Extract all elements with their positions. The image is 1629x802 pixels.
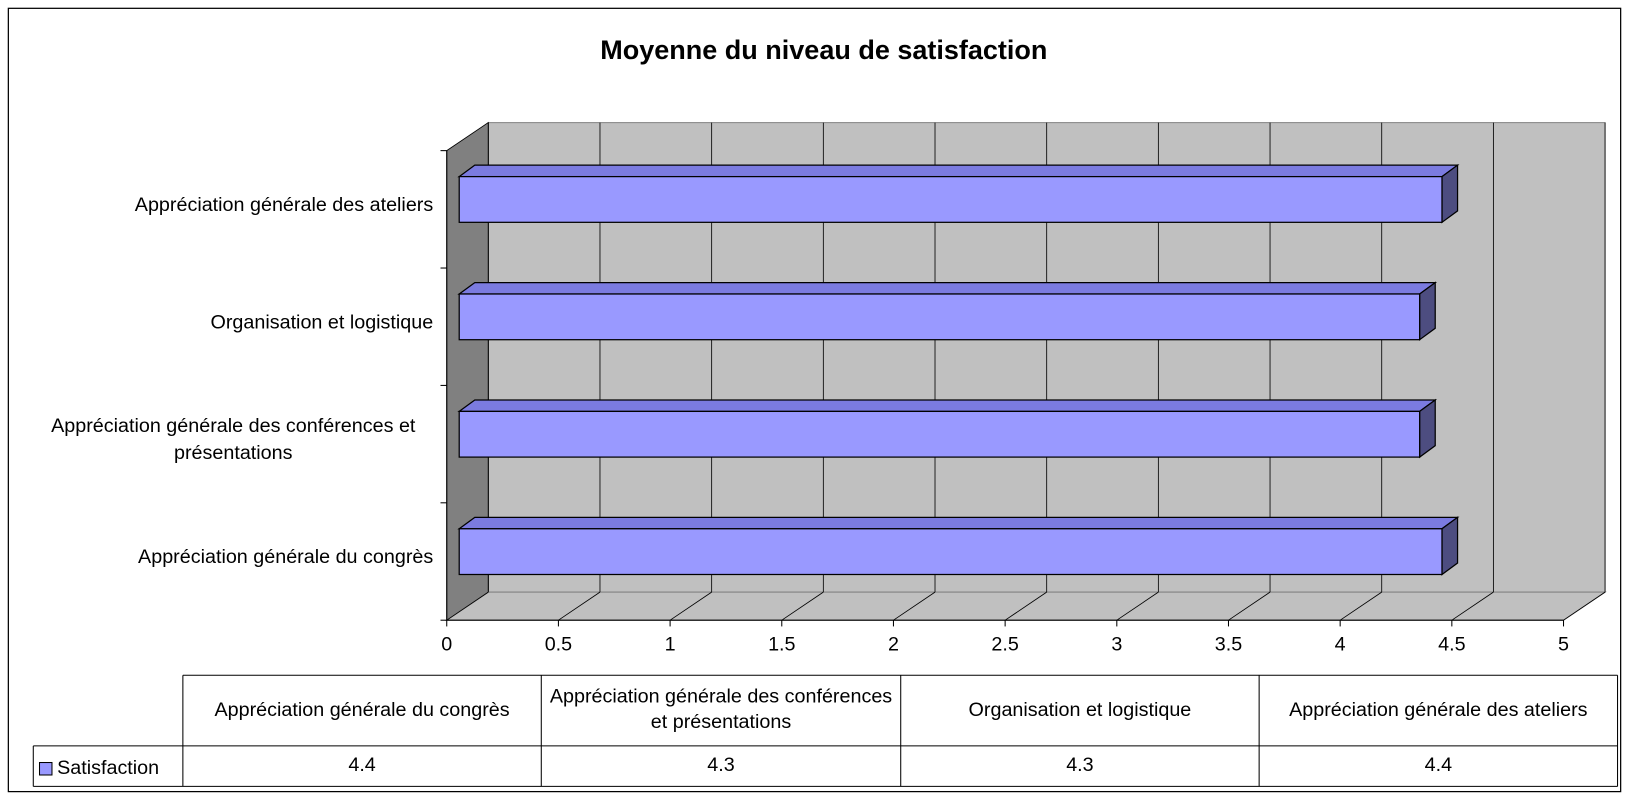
- y-tick-label-box: Appréciation générale des conférences et…: [21, 394, 433, 487]
- bar: [457, 281, 1438, 341]
- table-header: Organisation et logistique: [968, 698, 1192, 721]
- x-tick-label: 2.5: [991, 633, 1018, 655]
- x-tick-label: 2: [888, 633, 899, 655]
- bar-front: [458, 528, 1443, 576]
- floor-grid-line: [1004, 591, 1047, 621]
- x-tick-label: 4.5: [1438, 633, 1465, 655]
- y-tick-label-box: Organisation et logistique: [21, 276, 433, 369]
- floor-grid-line: [1228, 591, 1271, 621]
- y-tick-label-box: Appréciation générale des ateliers: [21, 159, 433, 252]
- y-tick-label-text: Appréciation générale des ateliers: [134, 194, 434, 217]
- y-tick-label-text: Organisation et logistique: [210, 311, 434, 334]
- floor-grid-line: [1563, 591, 1606, 621]
- x-tick-label: 3.5: [1215, 633, 1242, 655]
- x-tick-label: 5: [1558, 633, 1569, 655]
- legend-key: [38, 762, 53, 776]
- y-tick-label-text: Appréciation générale du congrès: [138, 546, 434, 569]
- bar-front: [458, 410, 1421, 458]
- floor-grid-line: [1451, 591, 1494, 621]
- table-header-box: Organisation et logistique: [968, 698, 1192, 721]
- y-tick-label: Appréciation générale des conférences et…: [21, 394, 433, 487]
- bar-front: [458, 293, 1421, 341]
- table-header-box: Appréciation générale du congrès: [214, 698, 510, 721]
- table-value: 4.3: [707, 754, 735, 777]
- table-header: Appréciation générale des conférences et…: [549, 685, 893, 734]
- x-tick-label: 1.5: [768, 633, 795, 655]
- legend-label: Satisfaction: [57, 757, 159, 779]
- bar: [457, 163, 1460, 224]
- bar-top: [457, 399, 1438, 413]
- y-tick-label-box: Appréciation générale du congrès: [21, 511, 433, 604]
- floor-grid-line: [893, 591, 936, 621]
- table-header-box: Appréciation générale des conférences et…: [549, 685, 893, 734]
- floor-grid-line: [558, 591, 601, 621]
- table-value-box: 4.3: [707, 754, 735, 777]
- table-header: Appréciation générale du congrès: [214, 698, 510, 721]
- table-value: 4.4: [1424, 754, 1453, 777]
- floor-grid-line: [1116, 591, 1159, 621]
- floor-grid-line: [669, 591, 712, 621]
- floor-grid-line: [781, 591, 824, 621]
- table-value-box: 4.3: [1066, 754, 1094, 777]
- y-tick-label-text: Appréciation générale des conférences et…: [51, 415, 416, 465]
- y-tick-label: Appréciation générale du congrès: [21, 511, 433, 604]
- table-value-box: 4.4: [1424, 754, 1453, 777]
- table-value: 4.4: [348, 754, 376, 777]
- bar-front: [458, 175, 1443, 223]
- floor-grid-line: [1339, 591, 1382, 621]
- x-tick-label: 0: [441, 633, 452, 655]
- table-value: 4.3: [1066, 754, 1094, 777]
- bar: [457, 398, 1438, 459]
- x-tick-label: 3: [1111, 633, 1122, 655]
- bar-top: [457, 164, 1460, 178]
- x-tick-label: 0.5: [545, 633, 572, 655]
- bar-top: [457, 281, 1438, 295]
- y-tick-label: Appréciation générale des ateliers: [21, 159, 433, 252]
- y-tick-label: Organisation et logistique: [21, 276, 433, 369]
- table-header-box: Appréciation générale des ateliers: [1289, 698, 1588, 721]
- table-value-box: 4.4: [348, 754, 376, 777]
- bar: [457, 516, 1460, 576]
- chart-title: Moyenne du niveau de satisfaction: [600, 35, 1047, 65]
- table-header: Appréciation générale des ateliers: [1289, 698, 1588, 721]
- x-tick-label: 1: [665, 633, 676, 655]
- x-tick-label: 4: [1335, 633, 1346, 655]
- bar-top: [457, 516, 1460, 530]
- floor-grid-line: [446, 591, 489, 621]
